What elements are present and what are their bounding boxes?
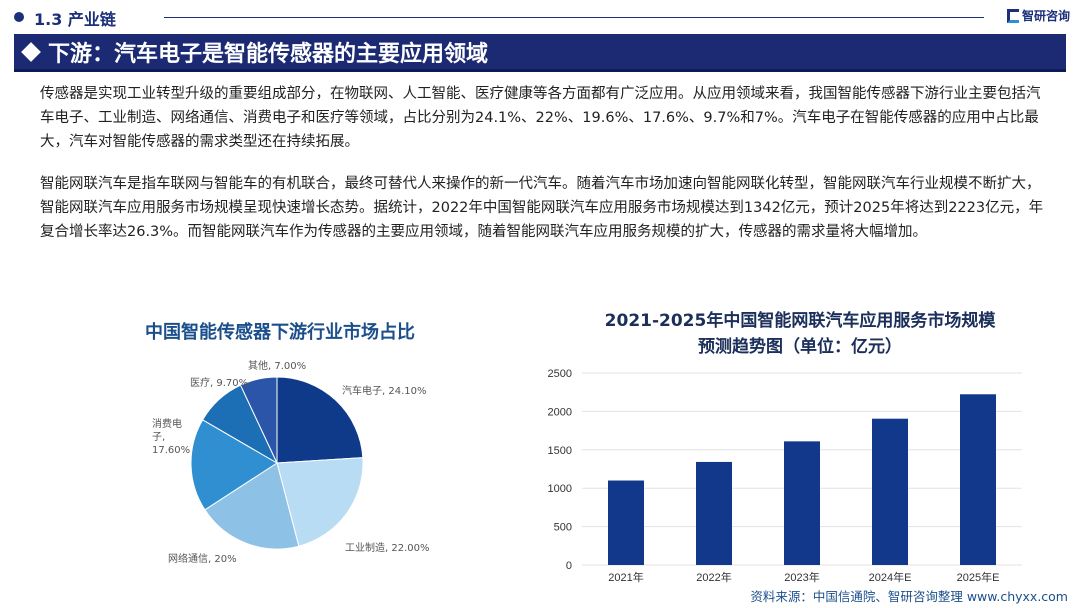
bar-2023年	[784, 441, 820, 565]
pie-slice-2	[204, 462, 300, 550]
bar-2025年E	[960, 394, 996, 565]
logo-icon	[1006, 8, 1019, 23]
pie-slice-3	[190, 419, 278, 511]
pie-slice-1	[276, 457, 364, 547]
page-title: 下游：汽车电子是智能传感器的主要应用领域	[48, 41, 489, 67]
source-note: 资料来源：中国信通院、智研咨询整理 www.chyxx.com	[750, 589, 1068, 604]
pie-label: 消费电子, 17.60%	[152, 419, 191, 456]
x-tick-label: 2025年E	[957, 570, 1000, 584]
logo-text: 智研咨询	[1021, 9, 1070, 23]
bar-chart-title: 2021-2025年中国智能网联汽车应用服务市场规模 预测趋势图（单位：亿元）	[560, 308, 1040, 360]
y-tick-label: 500	[554, 522, 572, 534]
bar-title-line2: 预测趋势图（单位：亿元）	[698, 337, 902, 357]
pie-label: 网络通信, 20%	[168, 554, 237, 565]
x-tick-label: 2024年E	[869, 570, 912, 584]
bar-2022年	[696, 461, 732, 565]
bar-2021年	[608, 480, 644, 565]
pie-chart-title: 中国智能传感器下游行业市场占比	[145, 322, 415, 343]
x-tick-label: 2022年	[696, 570, 731, 584]
pie-label: 工业制造, 22.00%	[345, 543, 430, 554]
title-banner: 下游：汽车电子是智能传感器的主要应用领域	[14, 34, 1066, 72]
divider	[164, 17, 984, 18]
y-tick-label: 2000	[548, 406, 572, 418]
bullet-icon	[14, 12, 24, 22]
y-tick-label: 1000	[548, 483, 572, 495]
pie-slice-0	[276, 376, 364, 464]
brand-logo: 智研咨询	[1006, 7, 1070, 24]
x-tick-label: 2021年	[608, 570, 643, 584]
paragraph: 智能网联汽车是指车联网与智能车的有机联合，最终可替代人来操作的新一代汽车。随着汽…	[40, 176, 1044, 240]
section-header: 1.3 产业链 智研咨询	[14, 6, 1074, 29]
bar-2024年E	[872, 418, 908, 565]
section-title: 1.3 产业链	[34, 10, 116, 29]
x-tick-label: 2023年	[784, 570, 819, 584]
y-tick-label: 2500	[548, 368, 572, 380]
pie-label: 其他, 7.00%	[248, 361, 307, 372]
y-tick-label: 1500	[548, 445, 572, 457]
paragraph: 传感器是实现工业转型升级的重要组成部分，在物联网、人工智能、医疗健康等各方面都有…	[40, 86, 1041, 150]
pie-label: 汽车电子, 24.10%	[342, 386, 427, 397]
pie-label: 医疗, 9.70%	[190, 378, 249, 389]
bar-title-line1: 2021-2025年中国智能网联汽车应用服务市场规模	[604, 311, 996, 331]
y-tick-label: 0	[566, 560, 572, 572]
pie-slice-5	[239, 376, 278, 464]
